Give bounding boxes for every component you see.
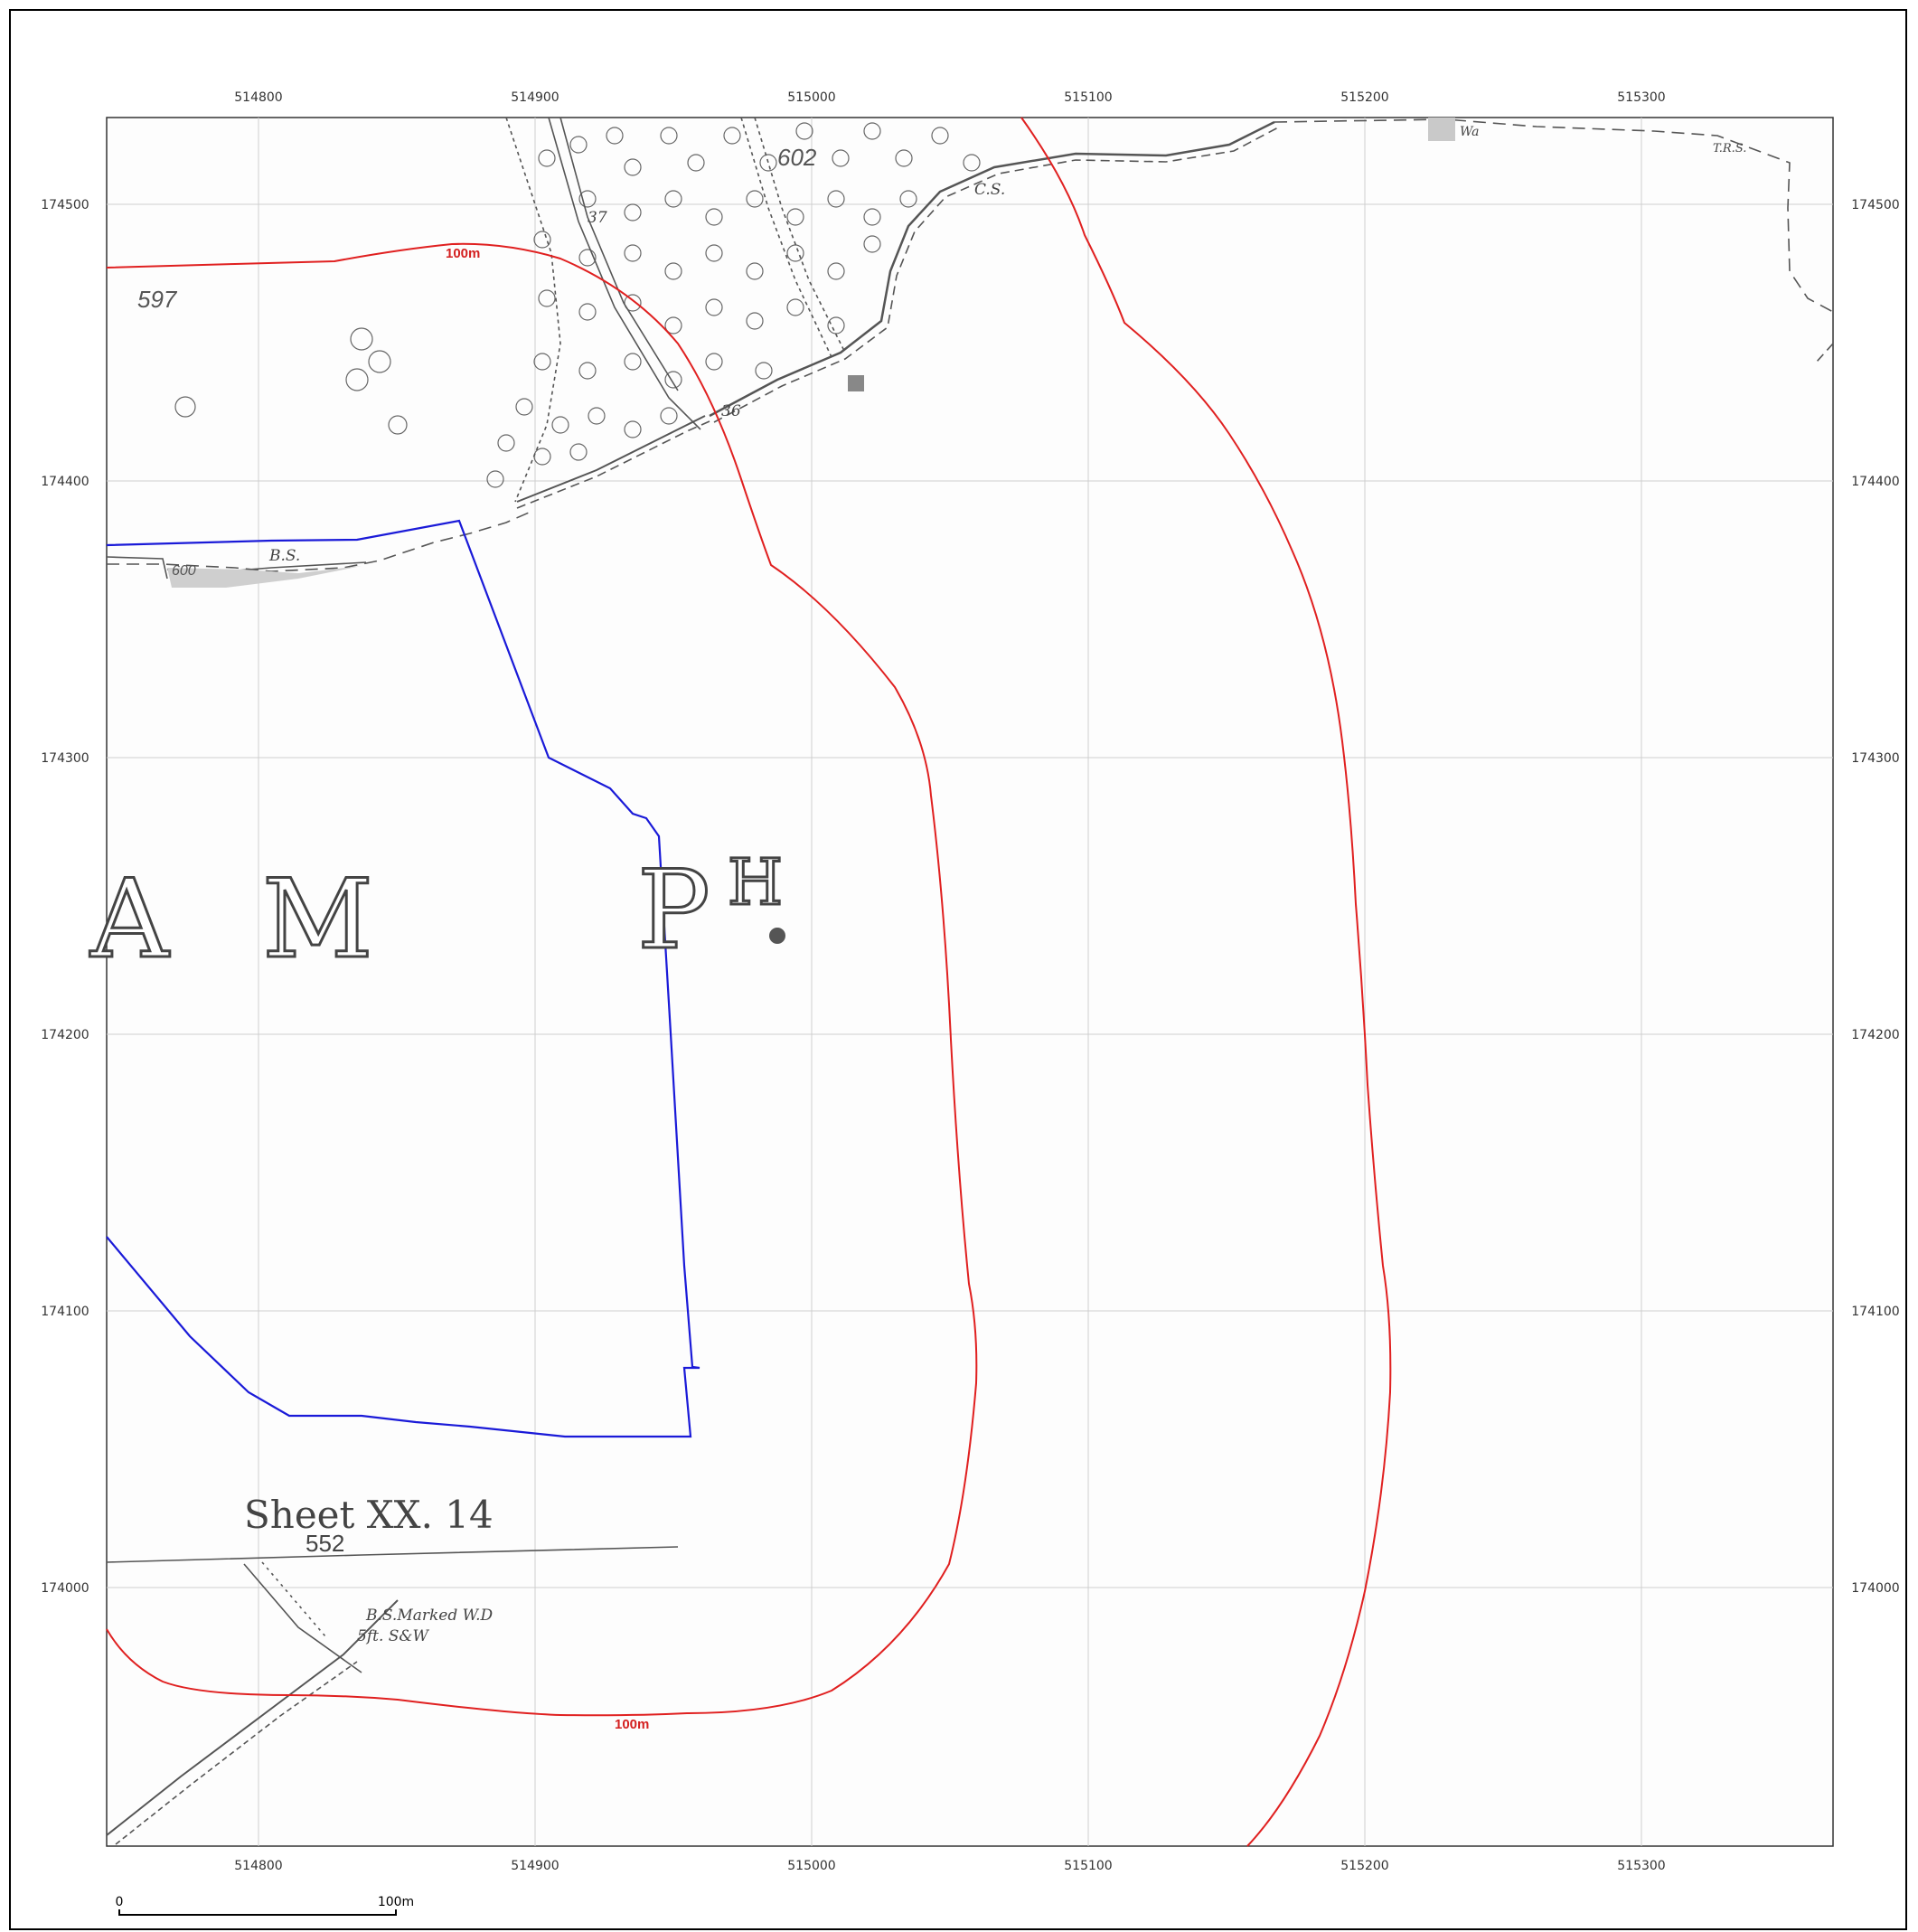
shaded-building (1428, 118, 1455, 141)
building-marker (848, 375, 864, 391)
scale-bar-line (118, 1909, 397, 1916)
parcel-597: 597 (137, 286, 178, 313)
contour-label-top: 100m (446, 246, 480, 261)
woodland-area (174, 122, 981, 488)
x-tick-top-515100: 515100 (1064, 90, 1112, 105)
parcel-552: 552 (306, 1530, 344, 1557)
x-tick-bottom-515100: 515100 (1064, 1859, 1112, 1873)
parcel-602: 602 (777, 144, 817, 171)
site-boundary[interactable] (106, 519, 700, 1438)
large-lettering: A M P H (89, 844, 785, 985)
letter-m: M (262, 857, 373, 983)
y-tick-left-174400: 174400 (41, 475, 89, 489)
x-tick-top-514800: 514800 (234, 90, 282, 105)
letter-p: P (637, 848, 710, 974)
x-tick-top-515000: 515000 (787, 90, 835, 105)
y-tick-left-174200: 174200 (41, 1028, 89, 1042)
y-tick-left-174300: 174300 (41, 751, 89, 766)
basemap-lines (106, 117, 1834, 1845)
y-tick-right-174500: 174500 (1851, 198, 1899, 212)
point-marker (769, 928, 785, 944)
annotation-cs: C.S. (974, 181, 1005, 199)
bs-marked-note-line2: 5ft. S&W (357, 1627, 430, 1645)
contour-line-outer (1020, 117, 1392, 1847)
y-tick-right-174100: 174100 (1851, 1305, 1899, 1319)
map-frame (9, 9, 1907, 1930)
letter-h: H (728, 845, 783, 919)
x-tick-bottom-515000: 515000 (787, 1859, 835, 1873)
scale-bar-start-label: 0 (116, 1895, 124, 1909)
x-tick-top-514900: 514900 (511, 90, 559, 105)
x-tick-top-515300: 515300 (1617, 90, 1665, 105)
map-area[interactable] (106, 117, 1834, 1847)
y-tick-left-174500: 174500 (41, 198, 89, 212)
contour-lines (106, 117, 1392, 1847)
scale-bar: 0 100m (116, 1895, 414, 1916)
y-axis-left: 174500 174400 174300 174200 174100 17400… (41, 198, 89, 1596)
x-tick-bottom-514900: 514900 (511, 1859, 559, 1873)
annotation-wa: Wa (1460, 125, 1480, 139)
x-tick-bottom-515300: 515300 (1617, 1859, 1665, 1873)
y-tick-right-174400: 174400 (1851, 475, 1899, 489)
grid-lines (107, 118, 1833, 1846)
x-tick-bottom-515200: 515200 (1340, 1859, 1388, 1873)
x-tick-bottom-514800: 514800 (234, 1859, 282, 1873)
sheet-label: Sheet XX. 14 (244, 1493, 494, 1537)
annotation-37: 37 (588, 209, 607, 227)
contour-line-inner (106, 242, 978, 1717)
y-tick-right-174300: 174300 (1851, 751, 1899, 766)
scale-bar-end-label: 100m (378, 1895, 414, 1909)
y-tick-right-174200: 174200 (1851, 1028, 1899, 1042)
y-tick-right-174000: 174000 (1851, 1581, 1899, 1596)
x-axis-bottom: 514800 514900 515000 515100 515200 51530… (234, 1859, 1665, 1873)
annotation-36: 36 (721, 402, 741, 420)
bs-marked-note-line1: B.S.Marked W.D (365, 1607, 494, 1625)
shaded-strip (167, 566, 362, 588)
y-axis-right: 174500 174400 174300 174200 174100 17400… (1851, 198, 1899, 1596)
y-tick-left-174100: 174100 (41, 1305, 89, 1319)
annotation-bs: B.S. (268, 547, 300, 565)
y-tick-left-174000: 174000 (41, 1581, 89, 1596)
parcel-600: 600 (172, 563, 196, 579)
letter-a: A (89, 857, 170, 983)
annotation-trs: T.R.S. (1713, 142, 1746, 156)
contour-label-bottom: 100m (615, 1717, 649, 1732)
x-axis-top: 514800 514900 515000 515100 515200 51530… (234, 90, 1665, 105)
x-tick-top-515200: 515200 (1340, 90, 1388, 105)
